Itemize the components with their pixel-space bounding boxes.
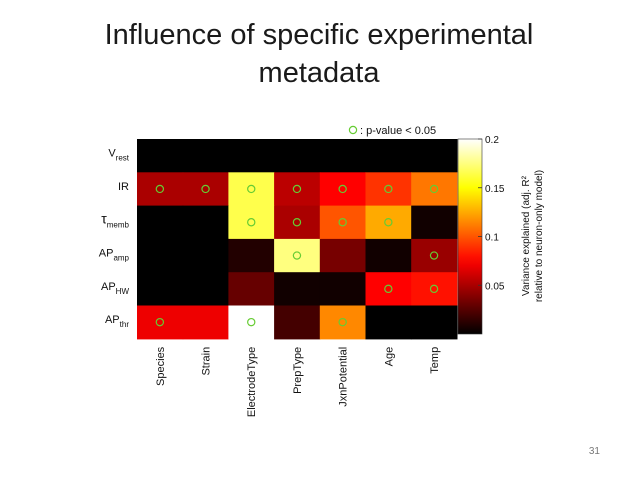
colorbar-tick-label-0: 0.05: [485, 281, 505, 292]
heatmap-cell-r4-c2: [228, 272, 275, 307]
significance-marker-r5-c0: [155, 317, 165, 327]
heatmap-cell-r5-c0: [137, 305, 184, 340]
significance-marker-r2-c4: [338, 218, 347, 227]
heatmap-cell-r2-c2: [228, 205, 275, 240]
heatmap-cell-r0-c3: [274, 139, 321, 173]
significance-marker-r1-c1: [201, 184, 210, 194]
significance-marker-r4-c6: [429, 284, 439, 294]
heatmap-cell-r1-c3: [274, 172, 321, 207]
significance-marker-r1-c4: [338, 184, 347, 194]
row-label-2: τmemb: [101, 210, 129, 229]
row-label-1: IR: [118, 181, 129, 193]
heatmap-cell-r4-c4: [319, 272, 367, 307]
heatmap-cell-r2-c5: [365, 205, 412, 240]
heatmap-cell-r0-c6: [411, 139, 458, 173]
heatmap-cell-r0-c4: [319, 139, 367, 173]
heatmap-cell-r5-c4: [319, 305, 367, 340]
significance-marker-r3-c6: [429, 251, 439, 260]
significance-marker-r1-c0: [155, 184, 165, 194]
heatmap-cell-r5-c3: [274, 305, 321, 340]
heatmap-cell-r0-c5: [365, 139, 412, 173]
row-label-4: APHW: [101, 281, 129, 296]
heatmap-cell-r1-c2: [228, 172, 275, 207]
legend-marker-label: : p-value < 0.05: [360, 125, 436, 137]
heatmap-cell-r4-c3: [274, 272, 321, 307]
heatmap-cell-r0-c0: [137, 139, 184, 173]
column-label-3: PrepType: [292, 347, 304, 394]
significance-marker-r2-c3: [292, 218, 302, 227]
heatmap-cell-r1-c5: [365, 172, 412, 207]
colorbar-tick-label-1: 0.1: [485, 233, 499, 244]
significance-marker-r1-c5: [384, 184, 393, 194]
heatmap-cell-r3-c6: [411, 238, 458, 273]
heatmap-cell-r2-c0: [137, 205, 184, 240]
column-label-1: Strain: [201, 347, 213, 376]
significance-marker-r2-c2: [247, 218, 256, 227]
heatmap-cell-r3-c3: [274, 238, 321, 273]
colorbar-tick-label-3: 0.2: [485, 135, 499, 146]
row-label-5: APthr: [105, 314, 129, 329]
column-label-6: Temp: [429, 347, 441, 374]
heatmap-cell-r2-c6: [411, 205, 458, 240]
significance-marker-r1-c2: [247, 184, 256, 194]
colorbar-tick-label-2: 0.15: [485, 184, 505, 195]
significance-marker-r4-c5: [384, 284, 393, 294]
slide-title: Influence of specific experimental metad…: [0, 16, 638, 92]
heatmap-cell-r3-c5: [365, 238, 412, 273]
heatmap-cell-r3-c2: [228, 238, 275, 273]
row-label-0: Vrest: [108, 148, 129, 163]
column-label-4: JxnPotential: [338, 347, 350, 407]
legend-marker-icon: [348, 125, 358, 135]
heatmap-cell-r0-c1: [182, 139, 229, 173]
heatmap-cell-r5-c1: [182, 305, 229, 340]
page-number: 31: [588, 446, 600, 457]
heatmap-cell-r4-c6: [411, 272, 458, 307]
significance-marker-r5-c2: [247, 317, 256, 327]
column-label-5: Age: [383, 347, 395, 367]
heatmap-cell-r4-c5: [365, 272, 412, 307]
colorbar-label-line2: relative to neuron-only model): [534, 170, 545, 302]
heatmap-cell-r4-c1: [182, 272, 229, 307]
heatmap-cell-r1-c4: [319, 172, 367, 207]
heatmap-cell-r5-c5: [365, 305, 412, 340]
significance-marker-r3-c3: [292, 251, 302, 260]
significance-marker-r5-c4: [338, 317, 347, 327]
significance-marker-r1-c3: [292, 184, 302, 194]
heatmap-cell-r4-c0: [137, 272, 184, 307]
heatmap-cell-r0-c2: [228, 139, 275, 173]
slide-title-line1: Influence of specific experimental: [104, 19, 534, 51]
slide-title-line2: metadata: [258, 57, 380, 89]
heatmap-cell-r2-c4: [319, 205, 367, 240]
heatmap-cell-r3-c1: [182, 238, 229, 273]
heatmap-cell-r2-c3: [274, 205, 321, 240]
significance-marker-r2-c5: [384, 218, 393, 227]
heatmap-cell-r1-c0: [137, 172, 184, 207]
heatmap-cell-r3-c4: [319, 238, 367, 273]
column-label-2: ElectrodeType: [246, 347, 258, 417]
heatmap-cell-r3-c0: [137, 238, 184, 273]
row-label-3: APamp: [99, 248, 130, 263]
significance-marker-r1-c6: [429, 184, 439, 194]
heatmap-cell-r1-c6: [411, 172, 458, 207]
colorbar-label-line1: Variance explained (adj. R²: [521, 175, 532, 296]
heatmap-cell-r1-c1: [182, 172, 229, 207]
column-label-0: Species: [155, 346, 167, 386]
heatmap-cell-r5-c6: [411, 305, 458, 340]
heatmap-cell-r5-c2: [228, 305, 275, 340]
heatmap-cell-r2-c1: [182, 205, 229, 240]
